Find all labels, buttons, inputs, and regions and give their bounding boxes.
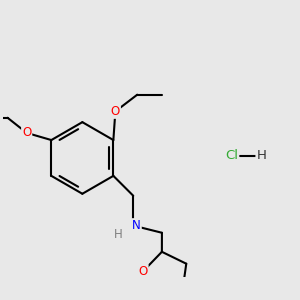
Text: H: H [114, 228, 122, 241]
Text: O: O [138, 265, 148, 278]
Text: H: H [256, 149, 266, 163]
Text: N: N [132, 219, 141, 232]
Text: O: O [111, 105, 120, 118]
Text: Cl: Cl [225, 149, 238, 163]
Text: O: O [22, 126, 31, 140]
